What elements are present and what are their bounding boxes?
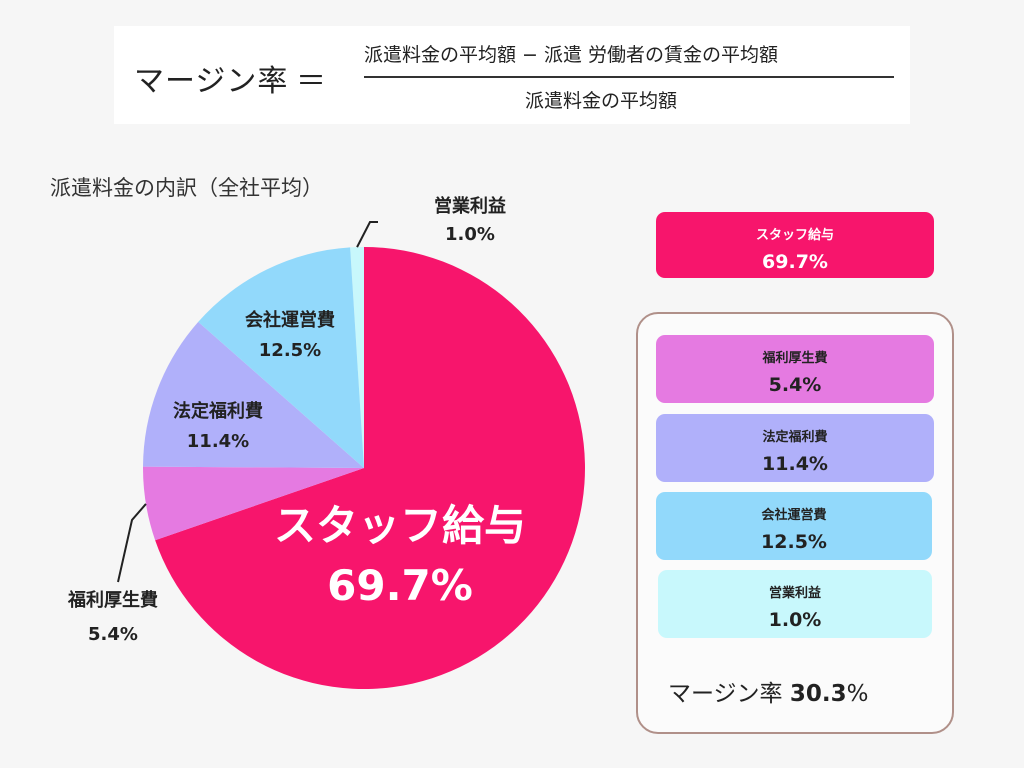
card-value: 69.7% [762, 251, 828, 273]
card-label: 法定福利費 [762, 430, 828, 445]
card-staff-salary: スタッフ給与 69.7% [656, 212, 934, 278]
card-label: 会社運営費 [761, 508, 827, 523]
label-operating-cost: 会社運営費 [245, 309, 335, 331]
value-legal-welfare: 11.4% [187, 431, 249, 452]
slice-operating-cost [198, 247, 364, 468]
slice-staff-salary [155, 247, 585, 690]
card-welfare: 福利厚生費 5.4% [656, 335, 934, 403]
value-operating-cost: 12.5% [259, 340, 321, 361]
margin-value: 30.3 [789, 681, 847, 707]
value-operating-profit: 1.0% [445, 224, 495, 245]
margin-rate: マージン率 30.3% [668, 674, 868, 708]
formula-denominator: 派遣料金の平均額 [525, 90, 678, 112]
card-value: 1.0% [768, 609, 822, 631]
value-staff-salary: 69.7% [327, 561, 473, 610]
card-label: 営業利益 [768, 586, 821, 601]
card-operating-profit: 営業利益 1.0% [658, 570, 932, 638]
leader-line-operating-profit [356, 221, 378, 248]
slice-legal-welfare [143, 321, 364, 468]
label-welfare: 福利厚生費 [67, 589, 158, 611]
card-legal-welfare: 法定福利費 11.4% [656, 414, 934, 482]
card-value: 12.5% [761, 531, 827, 553]
formula-numerator: 派遣料金の平均額 − 派遣 労働者の賃金の平均額 [364, 44, 779, 66]
margin-unit: % [846, 681, 869, 707]
label-operating-profit: 営業利益 [434, 195, 506, 217]
formula-equals: ＝ [296, 64, 326, 99]
card-label: スタッフ給与 [755, 228, 834, 243]
value-welfare: 5.4% [88, 624, 138, 645]
label-legal-welfare: 法定福利費 [173, 400, 263, 422]
margin-label: マージン率 [668, 681, 790, 707]
formula-lhs: マージン率 [134, 64, 289, 99]
label-staff-salary: スタッフ給与 [274, 501, 526, 550]
leader-line-welfare [117, 503, 147, 583]
card-value: 11.4% [762, 453, 828, 475]
slice-welfare [143, 466, 364, 541]
formula-box: マージン率 ＝ 派遣料金の平均額 − 派遣 労働者の賃金の平均額 派遣料金の平均… [114, 26, 910, 124]
card-value: 5.4% [768, 374, 822, 396]
fraction-bar [364, 76, 894, 78]
card-operating-cost: 会社運営費 12.5% [656, 492, 932, 560]
card-label: 福利厚生費 [762, 351, 828, 366]
slice-operating-profit [350, 247, 364, 468]
chart-title: 派遣料金の内訳（全社平均） [50, 176, 323, 200]
